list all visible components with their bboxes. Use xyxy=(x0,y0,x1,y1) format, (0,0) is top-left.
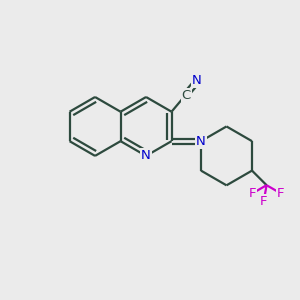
Text: N: N xyxy=(196,135,206,148)
Text: C: C xyxy=(182,89,191,102)
Text: F: F xyxy=(277,187,284,200)
Text: N: N xyxy=(141,149,151,162)
Text: F: F xyxy=(260,195,268,208)
Text: N: N xyxy=(192,74,202,87)
Text: F: F xyxy=(249,187,256,200)
